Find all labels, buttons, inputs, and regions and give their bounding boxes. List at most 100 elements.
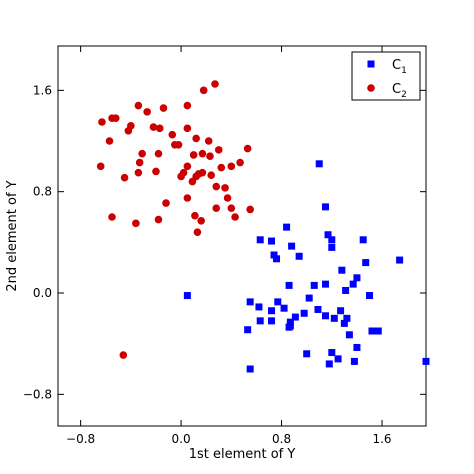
data-point-c1 xyxy=(246,298,254,306)
data-point-c1 xyxy=(324,231,332,239)
data-point-c1 xyxy=(328,243,336,251)
data-point-c2 xyxy=(198,168,207,177)
data-point-c1 xyxy=(396,256,404,264)
x-tick-label: 0.0 xyxy=(172,432,191,446)
data-point-c2 xyxy=(204,137,213,145)
data-point-c2 xyxy=(138,149,146,158)
data-point-c2 xyxy=(119,351,128,359)
data-point-c2 xyxy=(227,162,236,171)
x-tick-label: 0.8 xyxy=(272,432,291,446)
data-point-c2 xyxy=(206,152,214,160)
data-point-c1 xyxy=(291,313,299,321)
data-point-c1 xyxy=(314,305,322,313)
data-point-c1 xyxy=(359,236,367,244)
data-point-c2 xyxy=(152,167,160,176)
data-point-c1 xyxy=(285,281,293,289)
data-point-c2 xyxy=(207,171,216,179)
data-point-c1 xyxy=(340,319,348,327)
data-point-c2 xyxy=(217,163,226,172)
data-point-c2 xyxy=(96,162,105,171)
data-point-c2 xyxy=(108,114,116,122)
data-point-c2 xyxy=(154,215,163,224)
data-point-c1 xyxy=(330,314,338,322)
data-point-c2 xyxy=(105,137,114,145)
data-point-c1 xyxy=(244,326,252,334)
data-point-c2 xyxy=(192,172,200,181)
data-point-c1 xyxy=(288,242,296,250)
data-point-c2 xyxy=(183,162,192,171)
y-tick-label: 0.8 xyxy=(33,185,52,199)
data-point-c1 xyxy=(246,365,254,373)
data-point-c2 xyxy=(227,204,236,212)
data-point-c2 xyxy=(183,101,192,110)
data-point-c1 xyxy=(300,309,308,317)
legend-label-subscript: 2 xyxy=(401,90,407,100)
data-point-c1 xyxy=(274,298,282,306)
data-point-c1 xyxy=(353,274,361,282)
legend-box xyxy=(351,51,421,101)
data-point-c1 xyxy=(268,237,276,245)
data-point-c1 xyxy=(342,286,350,294)
y-tick-label: 1.6 xyxy=(33,83,52,97)
data-point-c1 xyxy=(350,357,358,365)
data-point-c2 xyxy=(135,158,144,167)
legend-marker-square xyxy=(367,60,375,68)
legend-label-text: C xyxy=(392,58,401,73)
data-point-c1 xyxy=(322,280,330,288)
legend-label-c2: C2 xyxy=(392,82,407,100)
data-point-c2 xyxy=(159,104,168,112)
axis-ticks: −0.8 0.0 0.8 1.6 −0.8 0.0 0.8 1.6 xyxy=(23,46,426,446)
data-point-c2 xyxy=(183,194,192,202)
y-axis-label: 2nd element of Y xyxy=(5,180,20,291)
data-point-c1 xyxy=(270,251,278,259)
data-point-c2 xyxy=(211,80,219,88)
data-point-c1 xyxy=(268,307,276,315)
data-point-c1 xyxy=(286,318,294,326)
data-point-c2 xyxy=(108,213,116,221)
data-point-c2 xyxy=(212,182,221,191)
data-point-c1 xyxy=(337,307,345,315)
data-point-c2 xyxy=(162,199,170,207)
data-point-c2 xyxy=(149,123,158,131)
data-point-c1 xyxy=(322,203,330,211)
data-point-c2 xyxy=(134,168,143,177)
data-point-c2 xyxy=(223,194,232,202)
data-point-c1 xyxy=(328,236,336,244)
data-point-c1 xyxy=(325,360,333,368)
data-point-c1 xyxy=(315,160,323,168)
legend-label-text: C xyxy=(392,82,401,97)
data-points xyxy=(96,80,430,373)
data-point-c1 xyxy=(256,317,264,325)
data-point-c2 xyxy=(155,124,164,133)
data-point-c2 xyxy=(236,158,244,167)
data-point-c2 xyxy=(120,173,129,182)
data-point-c1 xyxy=(310,281,318,289)
data-point-c1 xyxy=(303,350,311,358)
y-tick-label: 0.0 xyxy=(33,286,52,300)
data-point-c1 xyxy=(343,314,351,322)
legend-label-c1: C1 xyxy=(392,58,407,76)
data-point-c1 xyxy=(255,303,263,311)
data-point-c2 xyxy=(168,130,177,139)
data-point-c2 xyxy=(189,151,198,159)
data-point-c2 xyxy=(98,118,106,126)
data-point-c1 xyxy=(353,343,361,351)
x-tick-label: −0.8 xyxy=(66,432,95,446)
data-point-c1 xyxy=(368,327,376,335)
data-point-c1 xyxy=(328,349,336,357)
data-point-c2 xyxy=(246,205,254,214)
data-point-c1 xyxy=(362,259,370,267)
data-point-c2 xyxy=(174,141,183,149)
data-point-c1 xyxy=(322,312,330,320)
data-point-c2 xyxy=(214,146,223,154)
data-point-c2 xyxy=(132,219,140,228)
data-point-c2 xyxy=(143,108,151,116)
data-point-c2 xyxy=(124,127,133,135)
data-point-c1 xyxy=(334,355,342,363)
data-point-c2 xyxy=(221,184,229,192)
legend-marker-circle xyxy=(367,84,375,92)
data-point-c2 xyxy=(243,144,252,153)
data-point-c2 xyxy=(212,204,221,212)
data-point-c2 xyxy=(197,217,205,225)
